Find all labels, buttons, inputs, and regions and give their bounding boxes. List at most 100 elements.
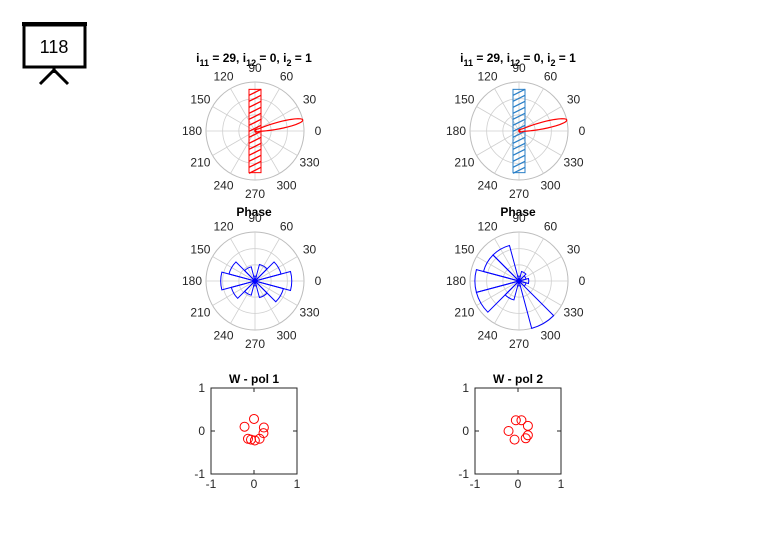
- beam-right-angle-label: 90: [512, 61, 526, 75]
- beam-right-angle-label: 270: [509, 187, 529, 201]
- beam-left-angle-label: 330: [300, 156, 320, 170]
- phase-left-bin-1: [253, 261, 282, 282]
- phase-left-angle-label: 180: [182, 274, 202, 288]
- w-pol1-frame: [210, 387, 298, 475]
- beam-left-hatch-line: [248, 106, 262, 114]
- beam-right-hatch-line: [512, 118, 526, 126]
- presentation-easel-icon: [22, 22, 87, 86]
- beam-left-hatch-line: [248, 88, 262, 96]
- phase-left-bin-0: [253, 270, 293, 292]
- w-pol2-point-1: [516, 415, 527, 426]
- phase-left-title: Phase: [236, 205, 272, 219]
- beam-left-spoke-210: [212, 130, 256, 156]
- w-pol2-ytick-label: 0: [462, 424, 469, 438]
- phase-left-angle-label: 30: [303, 243, 317, 257]
- beam-left-angle-label: 30: [303, 93, 317, 107]
- beam-left-spoke-150: [212, 106, 256, 132]
- phase-left-bin-7: [230, 280, 257, 300]
- beam-right-hatch-line: [512, 136, 526, 144]
- phase-right-spoke-120: [494, 238, 520, 282]
- phase-right-bin-11: [517, 280, 527, 287]
- beam-right-hatch-line: [512, 94, 526, 102]
- beam-right-hatch-line: [512, 112, 526, 120]
- w-pol1-point-4: [249, 435, 260, 446]
- beam-left-hatch: [248, 88, 262, 174]
- plots-layer: 0306090120150180210240270300330030609012…: [182, 61, 586, 491]
- beam-left-angle-label: 90: [248, 61, 262, 75]
- phase-left-spoke-240: [230, 280, 256, 324]
- beam-left-hatch-line: [248, 160, 262, 168]
- beam-right-hatch-line: [512, 124, 526, 132]
- phase-right-angle-label: 30: [567, 243, 581, 257]
- beam-left-hatch-line: [248, 118, 262, 126]
- phase-left-spoke-120: [230, 238, 256, 282]
- beam-left-spoke-60: [254, 88, 280, 132]
- beam-left-angle-label: 180: [182, 124, 202, 138]
- beam-right-angle-label: 180: [446, 124, 466, 138]
- phase-left-angle-label: 240: [213, 329, 233, 343]
- phase-left-angle-label: 0: [315, 274, 322, 288]
- w-pol1-point-0: [249, 413, 259, 424]
- phase-left-spoke-150: [212, 256, 256, 282]
- phase-left-bin-2: [254, 263, 268, 283]
- phase-right-spoke-300: [518, 280, 544, 324]
- beam-right-spoke-330: [518, 130, 562, 156]
- beam-right-hatch-line: [512, 154, 526, 162]
- w-pol2-ytick-label: -1: [458, 467, 469, 481]
- w-pol1-point-7: [245, 434, 256, 445]
- beam-right-hatch: [512, 88, 526, 174]
- w-pol1-title: W - pol 1: [229, 372, 279, 386]
- w-pol2-ytick-label: 1: [462, 381, 469, 395]
- phase-right-bin-10: [518, 279, 555, 329]
- phase-right-angle-label: 210: [454, 306, 474, 320]
- w-pol1-point-1: [258, 422, 269, 433]
- phase-right-spoke-330: [518, 280, 562, 306]
- beam-right-spoke-240: [494, 130, 520, 174]
- beam-left-hatch-line: [248, 154, 262, 162]
- phase-left-spoke-330: [254, 280, 298, 306]
- w-pol2-xtick-label: 0: [515, 477, 522, 491]
- beam-left-angle-label: 120: [213, 69, 233, 83]
- slide-number: 118: [40, 37, 69, 57]
- beam-right-spoke-60: [518, 88, 544, 132]
- phase-right-angle-label: 0: [579, 274, 586, 288]
- w-pol1-ytick-label: 0: [198, 424, 205, 438]
- phase-right-bin-2: [518, 270, 527, 283]
- w-pol2-point-3: [522, 430, 533, 441]
- w-pol1-ytick-label: 1: [198, 381, 205, 395]
- beam-left-hatch-line: [248, 100, 262, 108]
- w-pol1-ytick-label: -1: [194, 467, 205, 481]
- beam-right-angle-label: 120: [477, 69, 497, 83]
- w-pol1-xtick-label: 0: [251, 477, 258, 491]
- phase-left-angle-label: 330: [300, 306, 320, 320]
- w-pol1-xtick-label: 1: [294, 477, 301, 491]
- phase-left-angle-label: 150: [190, 243, 210, 257]
- phase-right-angle-label: 150: [454, 243, 474, 257]
- w-pol2-axes: -1 0 1 -1 0 1: [458, 381, 564, 491]
- beam-right-angle-label: 300: [540, 179, 560, 193]
- beam-right-angle-label: 60: [544, 69, 558, 83]
- beam-right-title: i11 = 29, i12 = 0, i2 = 1: [460, 51, 576, 68]
- beam-left-angle-label: 300: [276, 179, 296, 193]
- phase-left-bin-6: [220, 271, 257, 291]
- beam-right-angle-label: 30: [567, 93, 581, 107]
- beam-right-hatch-line: [512, 100, 526, 108]
- slide-number-badge: 118: [22, 22, 87, 86]
- phase-right-angle-label: 330: [564, 306, 584, 320]
- beam-left-hatch-line: [248, 130, 262, 138]
- w-pol2-point-0: [510, 415, 521, 426]
- phase-right-angle-label: 90: [512, 211, 526, 225]
- beam-right-hatch-line: [512, 166, 526, 174]
- beam-left-angle-label: 150: [190, 93, 210, 107]
- phase-right-title: Phase: [500, 205, 536, 219]
- phase-right-angle-label: 240: [477, 329, 497, 343]
- w-pol2-frame: [474, 387, 562, 475]
- beam-left-angle-label: 240: [213, 179, 233, 193]
- phase-right-spoke-150: [476, 256, 520, 282]
- phase-right-bin-8: [504, 279, 520, 301]
